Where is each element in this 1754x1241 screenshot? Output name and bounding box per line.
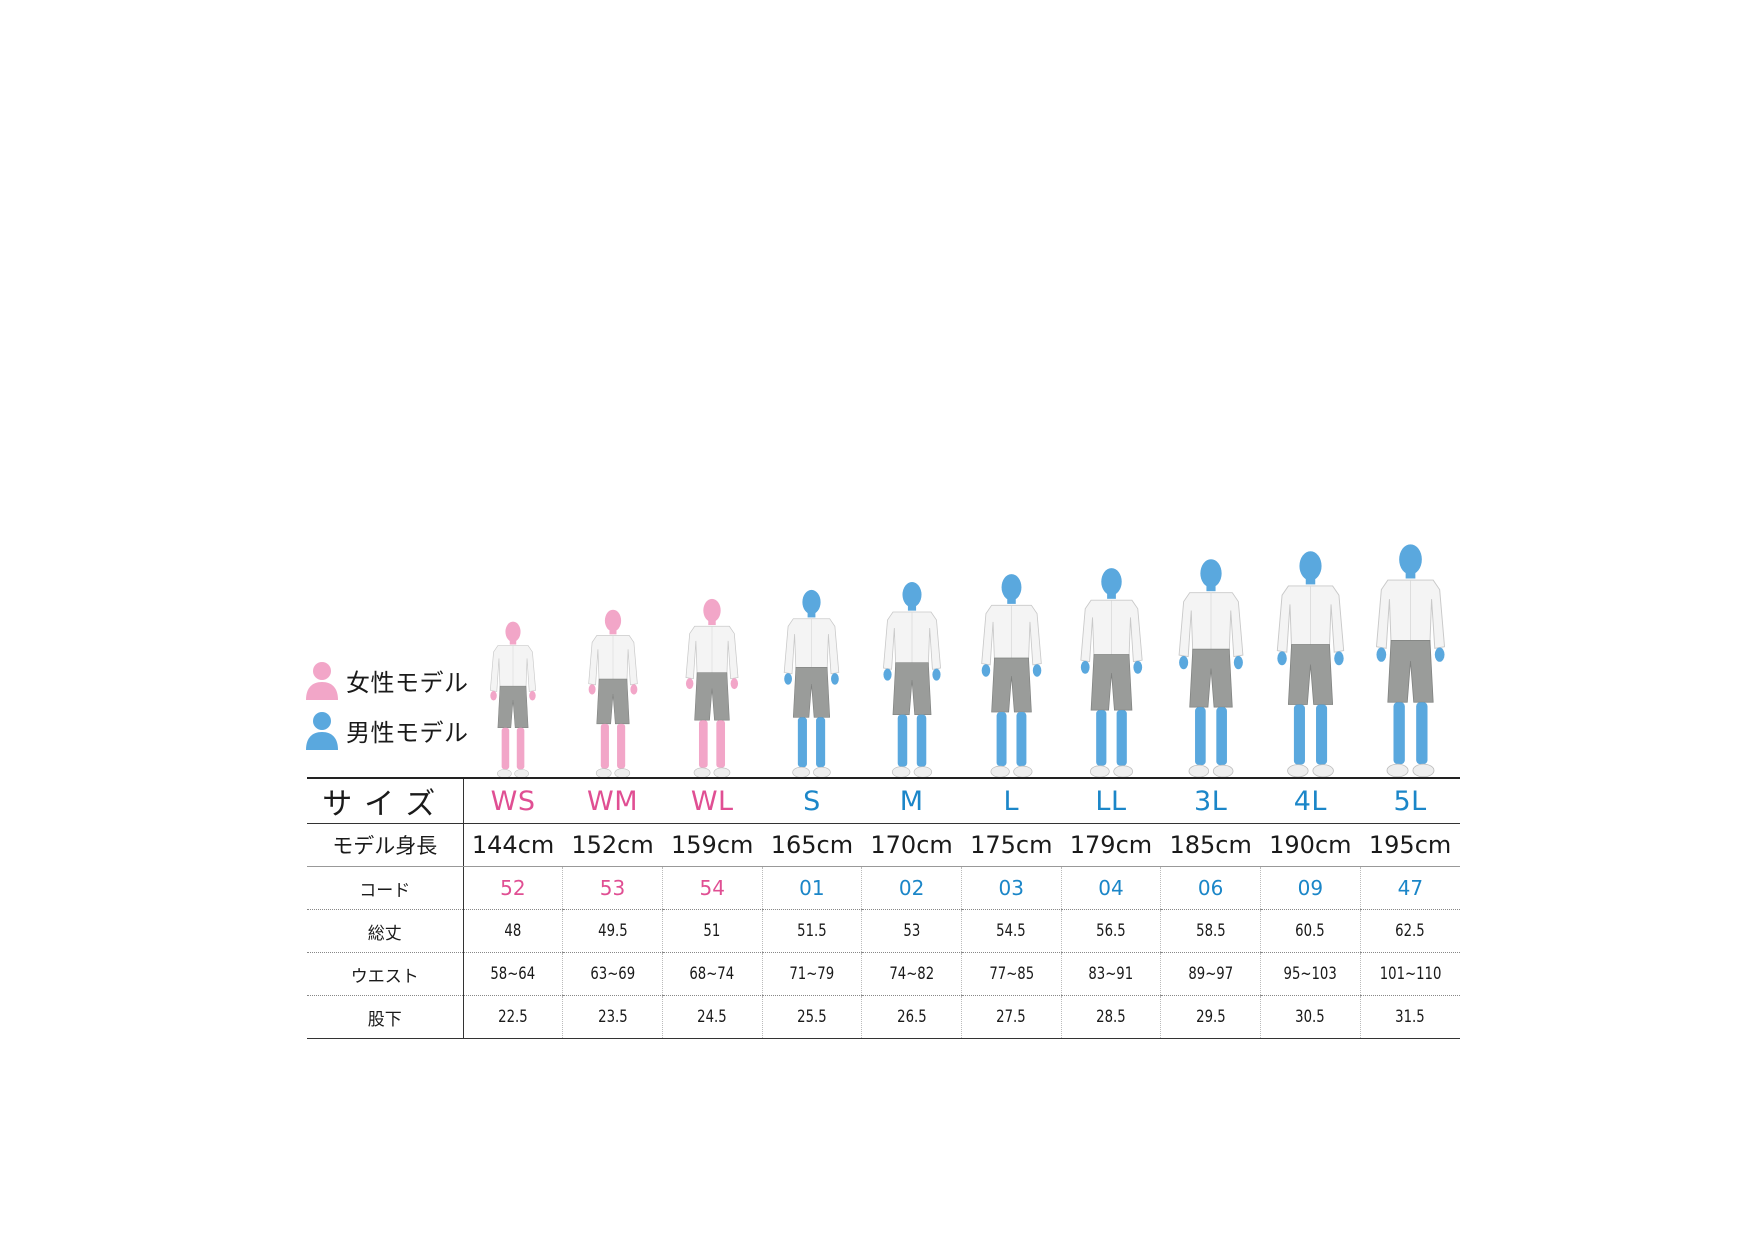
model-height-cell: 185cm: [1160, 823, 1261, 867]
legend-female: 女性モデル: [304, 655, 469, 705]
waist-cell: 58~64: [490, 964, 536, 984]
legend-male-label: 男性モデル: [346, 718, 469, 747]
model-figure-l: [981, 574, 1042, 778]
waist-cell: 89~97: [1188, 964, 1234, 984]
length-cell: 51.5: [797, 921, 827, 941]
inseam-cell: 31.5: [1395, 1007, 1426, 1027]
waist-cell: 63~69: [590, 964, 635, 984]
waist-cell: 95~103: [1283, 964, 1337, 984]
model-height-cell: 159cm: [662, 823, 763, 867]
size-cell: 4L: [1260, 777, 1361, 824]
length-cell: 58.5: [1195, 921, 1226, 941]
size-cell: M: [861, 777, 962, 824]
model-figure-ll: [1079, 568, 1143, 778]
model-figure-wl: [685, 598, 739, 778]
code-header: コード: [307, 866, 464, 910]
inseam-cell: 28.5: [1096, 1007, 1126, 1027]
length-cell: 62.5: [1395, 921, 1426, 941]
model-height-cell: 195cm: [1360, 823, 1460, 867]
model-figure-ws: [489, 621, 536, 779]
length-cell: 53: [903, 921, 921, 941]
row-code: コード 52 53 54 01 02 03 04 06 09 47: [307, 866, 1460, 910]
size-cell: 3L: [1160, 777, 1261, 824]
model-height-cell: 165cm: [762, 823, 862, 867]
inseam-cell: 22.5: [498, 1007, 528, 1027]
size-cell: L: [961, 777, 1062, 824]
inseam-cell: 24.5: [697, 1007, 727, 1027]
inseam-header: 股下: [307, 995, 464, 1039]
inseam-cell: 23.5: [597, 1007, 628, 1027]
row-waist: ウエスト 58~64 63~69 68~74 71~79 74~82 77~85…: [307, 952, 1460, 996]
length-cell: 49.5: [597, 921, 628, 941]
legend-female-label: 女性モデル: [346, 668, 469, 697]
model-height-header: モデル身長: [307, 823, 464, 867]
row-inseam: 股下 22.5 23.5 24.5 25.5 26.5 27.5 28.5 29…: [307, 995, 1460, 1039]
model-figure-wm: [587, 609, 638, 778]
size-table: サイズ WS WM WL S M L LL 3L 4L 5L モデル身長 144…: [307, 777, 1460, 1039]
model-height-cell: 175cm: [961, 823, 1062, 867]
code-cell: 52: [462, 866, 563, 910]
length-cell: 48: [504, 921, 522, 941]
female-person-icon: [306, 662, 338, 700]
size-cell: WS: [463, 777, 563, 824]
size-cell: LL: [1061, 777, 1161, 824]
inseam-cell: 29.5: [1195, 1007, 1226, 1027]
waist-cell: 71~79: [789, 964, 835, 984]
code-cell: 03: [960, 866, 1062, 910]
gender-legend: 女性モデル 男性モデル: [304, 655, 469, 755]
model-figure-3l: [1178, 559, 1244, 778]
size-cell: 5L: [1360, 777, 1460, 824]
code-cell: 01: [761, 866, 862, 910]
model-figure-s: [784, 589, 840, 778]
waist-cell: 77~85: [988, 964, 1034, 984]
row-model-height: モデル身長 144cm 152cm 159cm 165cm 170cm 175c…: [307, 823, 1460, 867]
size-cell: WM: [562, 777, 663, 824]
model-height-cell: 152cm: [562, 823, 663, 867]
model-height-cell: 144cm: [463, 823, 563, 867]
row-length: 総丈 48 49.5 51 51.5 53 54.5 56.5 58.5 60.…: [307, 909, 1460, 953]
length-cell: 54.5: [996, 921, 1027, 941]
code-cell: 53: [562, 866, 663, 910]
inseam-cell: 26.5: [896, 1007, 927, 1027]
code-cell: 04: [1060, 866, 1161, 910]
length-cell: 51: [703, 921, 721, 941]
model-height-cell: 170cm: [861, 823, 962, 867]
waist-cell: 68~74: [689, 964, 735, 984]
model-figures: [0, 480, 1754, 780]
inseam-cell: 25.5: [797, 1007, 827, 1027]
model-height-cell: 179cm: [1061, 823, 1161, 867]
size-cell: WL: [662, 777, 763, 824]
code-cell: 09: [1260, 866, 1361, 910]
waist-header: ウエスト: [307, 952, 464, 996]
code-cell: 02: [861, 866, 962, 910]
model-height-cell: 190cm: [1260, 823, 1361, 867]
model-figure-4l: [1276, 551, 1345, 778]
row-size: サイズ WS WM WL S M L LL 3L 4L 5L: [307, 777, 1460, 824]
length-header: 総丈: [307, 909, 464, 953]
code-cell: 54: [661, 866, 763, 910]
inseam-cell: 30.5: [1295, 1007, 1326, 1027]
size-cell: S: [762, 777, 862, 824]
model-figure-5l: [1375, 544, 1445, 778]
code-cell: 06: [1160, 866, 1261, 910]
inseam-cell: 27.5: [996, 1007, 1027, 1027]
waist-cell: 83~91: [1088, 964, 1134, 984]
male-person-icon: [306, 712, 338, 750]
length-cell: 56.5: [1096, 921, 1126, 941]
waist-cell: 101~110: [1379, 964, 1442, 984]
waist-cell: 74~82: [889, 964, 935, 984]
size-header: サイズ: [307, 777, 464, 824]
code-cell: 47: [1359, 866, 1460, 910]
legend-male: 男性モデル: [304, 705, 469, 755]
model-figure-m: [882, 582, 941, 778]
length-cell: 60.5: [1295, 921, 1326, 941]
